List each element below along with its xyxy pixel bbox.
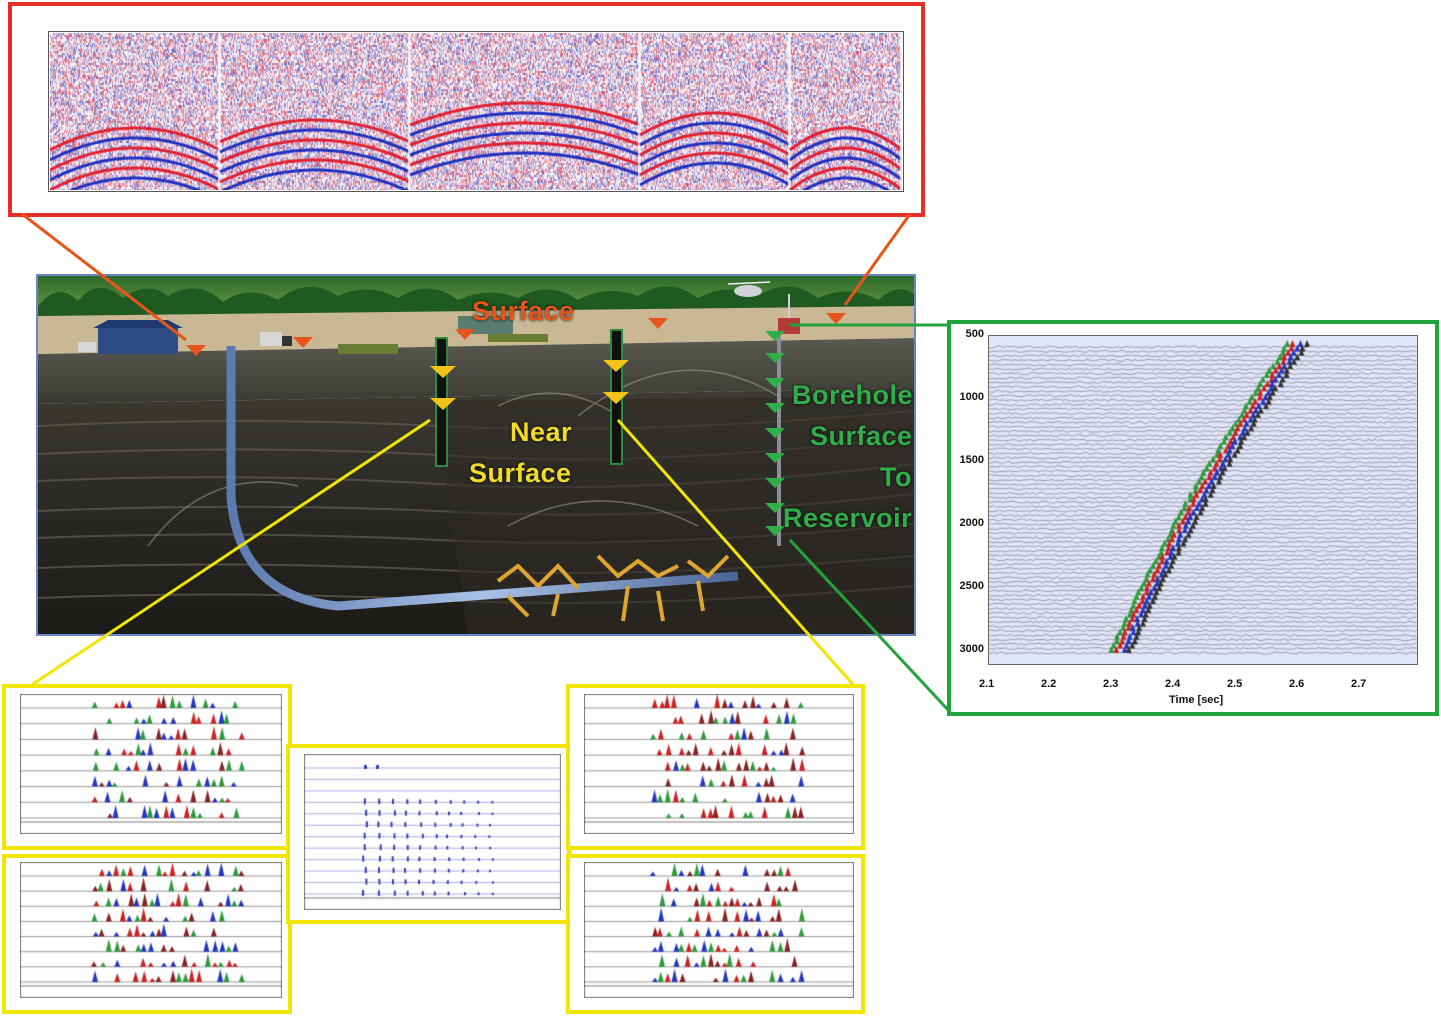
borehole-label-line2: Surface [810, 421, 913, 451]
near-surface-panel-1 [2, 684, 292, 850]
horizontal-well [226, 346, 739, 611]
borehole-panel-frame: 500 1000 1500 2000 2500 3000 2.1 2.2 2.3 2.4 2.5 2… [947, 320, 1439, 716]
borehole-y-tick: 3000 [959, 643, 984, 655]
surface-seismic-frame [8, 2, 925, 217]
borehole-gather-plot [988, 335, 1418, 665]
borehole-x-tick: 2.7 [1351, 678, 1367, 690]
borehole-x-tick: 2.4 [1165, 678, 1181, 690]
borehole-plot-axes [988, 335, 1418, 665]
building-icon [78, 320, 183, 354]
borehole-x-tick: 2.1 [979, 678, 995, 690]
near-surface-label-line2: Surface [469, 458, 572, 488]
near-surface-label-line1: Near [510, 417, 573, 447]
surface-seismic-axes [48, 31, 904, 192]
near-surface-panel-center [286, 744, 571, 924]
near-surface-gather-1 [20, 694, 282, 834]
borehole-y-tick: 1000 [959, 391, 984, 403]
subsurface-scene [36, 274, 916, 636]
surface-receiver-marker [186, 313, 846, 356]
surface-seismic-section [50, 33, 902, 190]
borehole-label-line1: Borehole [792, 380, 914, 410]
near-surface-receiver-marker [430, 360, 629, 410]
near-surface-panel-4 [566, 854, 865, 1014]
near-surface-gather-4 [584, 862, 854, 998]
near-surface-gather-2 [20, 862, 282, 998]
borehole-x-tick: 2.5 [1227, 678, 1243, 690]
borehole-y-tick: 2000 [959, 517, 984, 529]
borehole-y-tick: 2500 [959, 580, 984, 592]
borehole-receiver-marker [765, 331, 785, 536]
borehole-label-line3: To [880, 462, 912, 492]
helicopter-icon [727, 281, 771, 297]
scene-graphic [38, 276, 914, 634]
borehole-x-label: Time [sec] [1169, 694, 1224, 706]
borehole-y-tick: 1500 [959, 454, 984, 466]
borehole-label-line4: Reservoir [783, 503, 913, 533]
near-surface-gather-center [304, 754, 561, 910]
near-surface-panel-2 [2, 854, 292, 1014]
surface-label: Surface [472, 296, 575, 326]
near-surface-gather-3 [584, 694, 854, 834]
borehole-x-tick: 2.6 [1289, 678, 1305, 690]
truck-icon [260, 332, 292, 346]
fracture-network [496, 554, 730, 622]
borehole-x-tick: 2.2 [1041, 678, 1057, 690]
near-surface-panel-3 [566, 684, 865, 850]
borehole-y-tick: 500 [965, 328, 984, 340]
borehole-x-tick: 2.3 [1103, 678, 1119, 690]
drilling-rig-icon [778, 294, 800, 334]
